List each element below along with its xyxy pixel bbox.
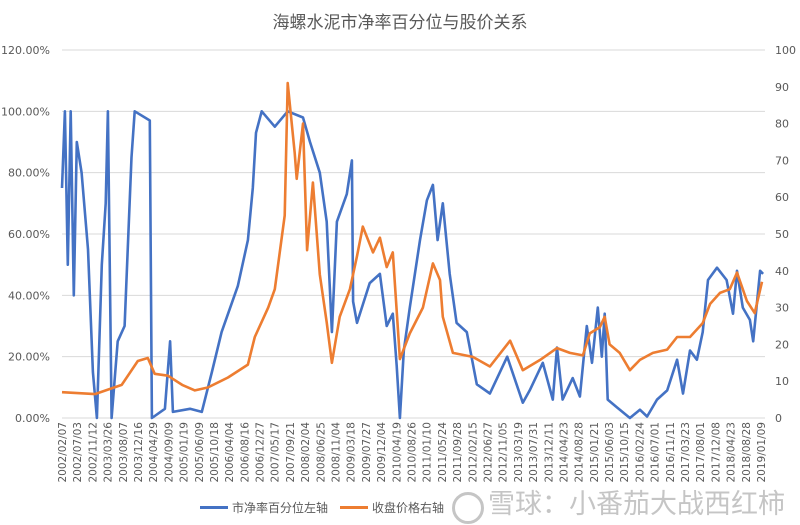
x-tick-label: 2016/07/01	[650, 422, 662, 483]
watermark: 雪球：小番茄大战西红柿	[488, 489, 785, 520]
y-left-tick-label: 120.00%	[1, 44, 50, 57]
legend-swatch-orange	[340, 506, 368, 509]
x-tick-label: 2002/07/03	[72, 422, 84, 483]
y-left-tick-label: 0.00%	[15, 412, 50, 425]
x-tick-label: 2013/12/11	[543, 422, 555, 483]
x-tick-label: 2002/11/12	[87, 422, 99, 483]
y-right-tick-label: 70	[775, 154, 789, 167]
y-left-tick-label: 100.00%	[1, 105, 50, 118]
x-tick-label: 2015/10/15	[619, 422, 631, 483]
x-tick-label: 2003/03/26	[103, 422, 115, 483]
x-tick-label: 2005/01/19	[179, 422, 191, 483]
x-tick-label: 2003/08/07	[118, 422, 130, 483]
x-tick-label: 2007/09/21	[285, 422, 297, 483]
legend-swatch-blue	[200, 506, 228, 509]
y-right-tick-label: 50	[775, 228, 789, 241]
x-tick-label: 2017/08/01	[695, 422, 707, 483]
y-left-tick-label: 60.00%	[8, 228, 50, 241]
y-right-tick-label: 20	[775, 338, 789, 351]
x-tick-label: 2013/07/31	[528, 422, 540, 483]
chart-title: 海螺水泥市净率百分位与股价关系	[272, 13, 528, 33]
series-line-pb-percentile	[60, 110, 765, 420]
x-tick-label: 2008/02/04	[300, 422, 312, 483]
y-axis-left-labels: 0.00% 20.00% 40.00% 60.00% 80.00% 100.00% 120.…	[1, 44, 50, 425]
y-left-tick-label: 40.00%	[8, 289, 50, 302]
series-line-price	[61, 81, 764, 396]
x-tick-label: 2004/04/29	[148, 422, 160, 483]
x-tick-label: 2013/03/19	[513, 422, 525, 483]
y-right-tick-label: 100	[775, 44, 796, 57]
x-tick-label: 2012/06/27	[482, 422, 494, 483]
x-tick-label: 2007/05/17	[270, 422, 282, 483]
x-tick-label: 2002/02/07	[57, 422, 69, 483]
y-right-tick-label: 10	[775, 375, 789, 388]
legend-item-price: 收盘价格右轴	[340, 499, 444, 516]
x-tick-label: 2015/01/21	[589, 422, 601, 483]
y-axis-right-labels: 0 10 20 30 40 50 60 70 80 90 100	[775, 44, 796, 425]
x-tick-label: 2004/09/09	[163, 422, 175, 483]
y-right-tick-label: 60	[775, 191, 789, 204]
y-left-tick-label: 20.00%	[8, 351, 50, 364]
legend-label-pb: 市净率百分位左轴	[232, 501, 329, 515]
x-tick-label: 2012/02/15	[467, 422, 479, 483]
x-tick-label: 2006/08/16	[239, 422, 251, 483]
y-right-tick-label: 80	[775, 118, 789, 131]
x-tick-label: 2018/04/23	[726, 422, 738, 483]
x-tick-label: 2014/04/23	[558, 422, 570, 483]
watermark-logo-icon	[452, 492, 484, 524]
x-tick-label: 2006/04/04	[224, 422, 236, 483]
y-right-tick-label: 0	[775, 412, 782, 425]
x-tick-label: 2016/02/24	[634, 422, 646, 483]
x-tick-label: 2010/08/26	[407, 422, 419, 483]
x-tick-label: 2005/10/18	[209, 422, 221, 483]
y-left-tick-label: 80.00%	[8, 167, 50, 180]
x-tick-label: 2003/12/16	[133, 422, 145, 483]
x-tick-label: 2014/08/28	[574, 422, 586, 483]
x-tick-label: 2009/07/27	[361, 422, 373, 483]
x-axis-labels: 2002/02/07 2002/07/03 2002/11/12 2003/03/26…	[57, 422, 768, 483]
x-tick-label: 2019/01/09	[756, 422, 768, 483]
y-right-tick-label: 90	[775, 81, 789, 94]
x-tick-label: 2011/05/24	[437, 422, 449, 483]
series-lines	[60, 81, 765, 420]
x-tick-label: 2017/03/23	[680, 422, 692, 483]
x-tick-label: 2010/04/19	[391, 422, 403, 483]
x-tick-label: 2011/01/10	[422, 422, 434, 483]
x-tick-label: 2008/06/25	[315, 422, 327, 483]
legend-item-pb: 市净率百分位左轴	[200, 499, 328, 516]
gridlines	[62, 49, 765, 419]
x-tick-label: 2017/12/08	[710, 422, 722, 483]
x-tick-label: 2008/11/04	[331, 422, 343, 483]
x-tick-label: 2012/11/05	[498, 422, 510, 483]
x-tick-label: 2011/09/28	[452, 422, 464, 483]
x-tick-label: 2016/11/11	[665, 422, 677, 483]
x-tick-label: 2005/06/09	[194, 422, 206, 483]
x-tick-label: 2009/12/04	[376, 422, 388, 483]
x-tick-label: 2018/08/28	[741, 422, 753, 483]
y-right-tick-label: 40	[775, 265, 789, 278]
y-right-tick-label: 30	[775, 302, 789, 315]
x-tick-label: 2009/03/18	[346, 422, 358, 483]
x-tick-label: 2006/12/27	[255, 422, 267, 483]
legend-label-price: 收盘价格右轴	[372, 501, 445, 515]
x-tick-label: 2015/06/03	[604, 422, 616, 483]
